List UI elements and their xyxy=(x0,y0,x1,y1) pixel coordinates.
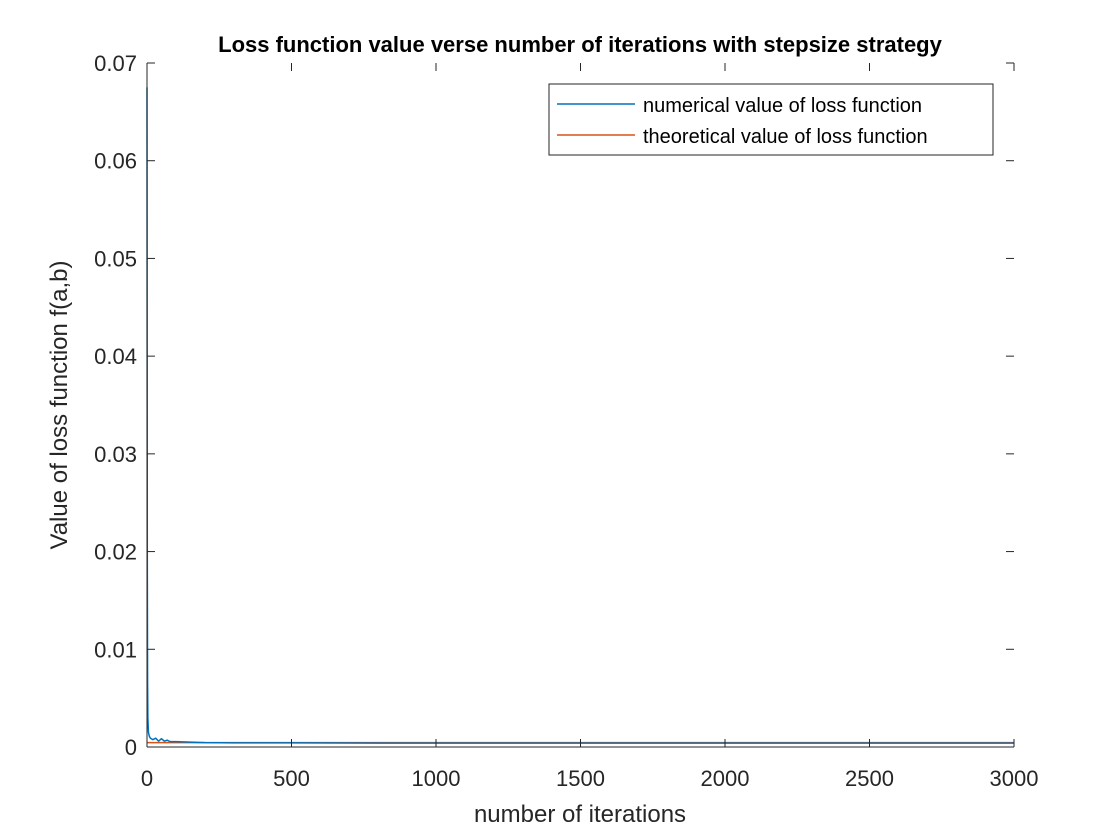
y-tick-label: 0.03 xyxy=(94,442,137,467)
legend: numerical value of loss function theoret… xyxy=(548,83,994,156)
legend-label-theoretical: theoretical value of loss function xyxy=(643,126,928,148)
chart-title: Loss function value verse number of iter… xyxy=(218,32,942,57)
x-axis-label: number of iterations xyxy=(474,801,686,828)
y-ticks: 0 0.01 0.02 0.03 0.04 0.05 0.06 0.07 xyxy=(94,51,1014,760)
y-tick-label: 0.07 xyxy=(94,51,137,76)
y-tick-label: 0 xyxy=(125,735,137,760)
legend-label-numerical: numerical value of loss function xyxy=(643,95,922,117)
y-tick-label: 0.04 xyxy=(94,344,137,369)
y-tick-label: 0.05 xyxy=(94,246,137,271)
plot-area xyxy=(147,63,1014,747)
y-tick-label: 0.06 xyxy=(94,149,137,174)
y-tick-label: 0.01 xyxy=(94,637,137,662)
x-tick-label: 2000 xyxy=(701,766,750,791)
x-tick-label: 500 xyxy=(273,766,310,791)
x-tick-label: 1000 xyxy=(412,766,461,791)
x-tick-label: 1500 xyxy=(556,766,605,791)
x-tick-label: 2500 xyxy=(845,766,894,791)
x-ticks: 0 500 1000 1500 2000 2500 3000 xyxy=(141,63,1039,791)
legend-box xyxy=(548,83,994,156)
x-tick-label: 0 xyxy=(141,766,153,791)
y-tick-label: 0.02 xyxy=(94,540,137,565)
x-tick-label: 3000 xyxy=(990,766,1039,791)
y-axis-label: Value of loss function f(a,b) xyxy=(46,260,73,549)
axes-background xyxy=(147,63,1014,747)
